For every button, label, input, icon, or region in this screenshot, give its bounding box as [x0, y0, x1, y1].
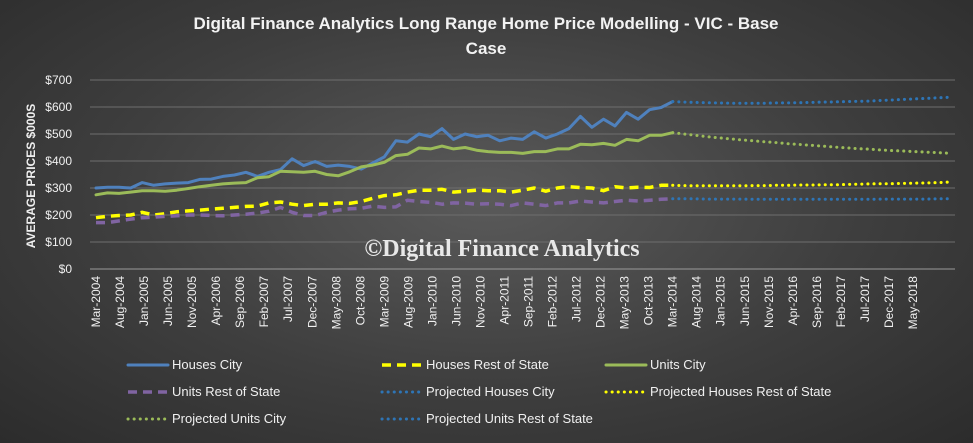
x-axis-ticks: Mar-2004 Aug-2004 Jan-2005 Jun-2005 Nov-2005…: [89, 276, 920, 330]
x-tick-label: Jan-2005: [137, 276, 151, 326]
legend-entry: Units City: [650, 357, 706, 372]
chart-title-line-2: Case: [466, 39, 507, 58]
legend-entry: Projected Houses City: [426, 384, 555, 399]
x-tick-label: Sep-2006: [233, 276, 247, 328]
x-tick-label: Dec-2017: [882, 276, 896, 328]
legend-entry: Houses Rest of State: [426, 357, 549, 372]
x-tick-label: Apr-2006: [209, 276, 223, 326]
y-tick-label: $700: [45, 73, 72, 87]
chart-title-line-1: Digital Finance Analytics Long Range Hom…: [193, 14, 778, 33]
x-tick-label: Jul-2017: [858, 276, 872, 322]
y-axis-ticks: $0 $100 $200 $300 $400 $500 $600 $700: [45, 73, 72, 276]
x-tick-label: Nov-2015: [762, 276, 776, 328]
x-tick-label: Apr-2011: [497, 276, 511, 325]
x-tick-label: Jul-2007: [281, 276, 295, 322]
y-tick-label: $100: [45, 235, 72, 249]
x-tick-label: Sep-2016: [810, 276, 824, 328]
y-tick-label: $300: [45, 181, 72, 195]
y-tick-label: $0: [59, 262, 73, 276]
series-line-projected-houses-city: [671, 95, 951, 105]
x-tick-label: Jul-2012: [570, 276, 584, 322]
x-tick-label: Sep-2011: [522, 276, 536, 327]
series-line-projected-houses-rest-of-state: [671, 180, 951, 188]
x-tick-label: May-2013: [618, 276, 632, 330]
x-tick-label: Feb-2017: [834, 276, 848, 328]
x-tick-label: Dec-2007: [305, 276, 319, 328]
x-tick-label: Mar-2014: [666, 276, 680, 328]
x-tick-label: Jun-2015: [738, 276, 752, 326]
legend: Houses City Houses Rest of State Units Cit…: [126, 357, 831, 426]
series-lines: [94, 95, 951, 225]
x-tick-label: Nov-2010: [473, 276, 487, 328]
series-line-projected-units-rest-of-state: [671, 197, 951, 201]
x-tick-label: Jun-2010: [449, 276, 463, 326]
x-tick-label: Jun-2005: [161, 276, 175, 326]
series-line-projected-units-city: [671, 131, 951, 155]
x-tick-label: Aug-2014: [690, 276, 704, 328]
x-tick-label: Oct-2008: [353, 276, 367, 326]
legend-entry: Houses City: [172, 357, 243, 372]
x-tick-label: Mar-2004: [89, 276, 103, 328]
legend-entry: Projected Houses Rest of State: [650, 384, 831, 399]
y-tick-label: $200: [45, 208, 72, 222]
x-tick-label: Nov-2005: [185, 276, 199, 328]
x-tick-label: Oct-2013: [642, 276, 656, 326]
x-tick-label: Mar-2009: [377, 276, 391, 328]
legend-entry: Units Rest of State: [172, 384, 280, 399]
y-tick-label: $400: [45, 154, 72, 168]
x-tick-label: Apr-2016: [786, 276, 800, 326]
x-tick-label: Dec-2012: [594, 276, 608, 328]
legend-entry: Projected Units City: [172, 411, 287, 426]
x-tick-label: Feb-2012: [546, 276, 560, 328]
watermark: ©Digital Finance Analytics: [364, 236, 639, 262]
x-tick-label: May-2018: [906, 276, 920, 330]
x-tick-label: May-2008: [329, 276, 343, 330]
y-tick-label: $500: [45, 127, 72, 141]
series-line-houses-rest-of-state: [95, 183, 673, 220]
series-line-houses-city: [94, 100, 675, 190]
x-tick-label: Jan-2010: [425, 276, 439, 326]
series-line-units-city: [94, 131, 675, 197]
y-tick-label: $600: [45, 100, 72, 114]
legend-entry: Projected Units Rest of State: [426, 411, 593, 426]
y-axis-label: AVERAGE PRICES $000S: [24, 104, 38, 249]
x-tick-label: Aug-2004: [113, 276, 127, 328]
x-tick-label: Jan-2015: [714, 276, 728, 326]
x-tick-label: Feb-2007: [257, 276, 271, 328]
series-line-units-rest-of-state: [96, 197, 673, 225]
x-tick-label: Aug-2009: [401, 276, 415, 328]
